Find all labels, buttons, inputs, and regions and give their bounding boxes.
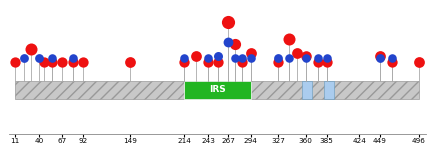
- Point: [323, 56, 330, 59]
- Point: [40, 61, 47, 64]
- Point: [377, 54, 384, 57]
- Point: [238, 61, 245, 64]
- Point: [127, 61, 134, 64]
- Point: [232, 43, 239, 45]
- Point: [12, 61, 18, 64]
- Point: [205, 61, 212, 64]
- Point: [69, 61, 76, 64]
- Point: [315, 56, 322, 59]
- Bar: [302, 81, 313, 99]
- Point: [302, 56, 309, 59]
- Point: [49, 61, 55, 64]
- Point: [69, 56, 76, 59]
- Point: [79, 61, 86, 64]
- Point: [286, 38, 292, 41]
- Point: [238, 56, 245, 59]
- Point: [294, 52, 301, 55]
- Point: [247, 52, 254, 55]
- Point: [275, 56, 282, 59]
- Point: [275, 61, 282, 64]
- Point: [28, 47, 34, 50]
- Point: [205, 56, 212, 59]
- Point: [389, 61, 396, 64]
- Point: [416, 61, 423, 64]
- Bar: [184, 81, 251, 99]
- Point: [58, 61, 65, 64]
- Point: [215, 61, 222, 64]
- Point: [181, 56, 188, 59]
- Point: [232, 56, 239, 59]
- Bar: [15, 81, 419, 99]
- Bar: [324, 81, 334, 99]
- Point: [215, 54, 222, 57]
- Point: [247, 56, 254, 59]
- Point: [193, 54, 200, 57]
- Point: [302, 54, 309, 57]
- Point: [377, 56, 384, 59]
- Point: [286, 56, 292, 59]
- Point: [225, 21, 232, 24]
- Point: [181, 61, 188, 64]
- Point: [21, 56, 28, 59]
- Point: [315, 61, 322, 64]
- Point: [225, 40, 232, 43]
- Text: IRS: IRS: [209, 86, 226, 95]
- Point: [49, 56, 55, 59]
- Point: [389, 56, 396, 59]
- Point: [323, 61, 330, 64]
- Point: [36, 56, 43, 59]
